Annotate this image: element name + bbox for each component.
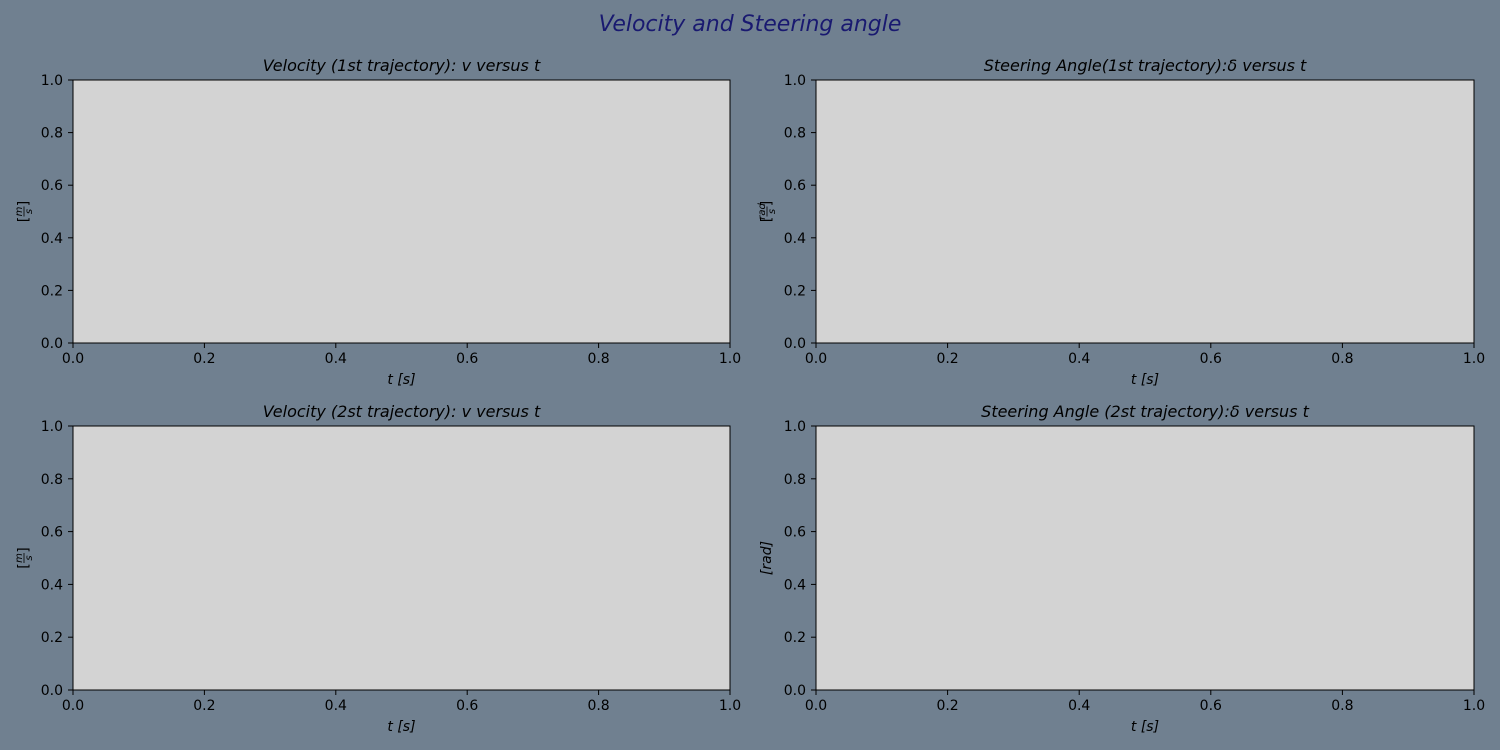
figure-suptitle: Velocity and Steering angle	[598, 12, 902, 37]
y-label-bracket-open: [	[759, 217, 775, 222]
axes-frame	[815, 79, 1475, 344]
x-tick-label: 0.2	[936, 698, 958, 714]
x-tick-label: 0.2	[193, 351, 215, 367]
y-tick-label: 0.0	[784, 683, 806, 699]
y-tick-label: 0.6	[41, 178, 63, 194]
y-tick-label: 1.0	[784, 73, 806, 89]
y-tick-label: 0.4	[41, 231, 63, 247]
y-tick-label: 0.6	[41, 525, 63, 541]
y-tick-label: 0.6	[784, 178, 806, 194]
x-tick-label: 0.8	[1331, 351, 1353, 367]
axes-background	[73, 426, 730, 690]
y-tick-label: 0.6	[784, 525, 806, 541]
axes-background	[816, 426, 1474, 690]
y-label-denominator: s	[24, 209, 35, 214]
axes-frame	[72, 79, 731, 344]
chart-1: 0.0 0.2 0.4 0.6 0.8 1.0 0.0 0.2 0.4 0.6 0.8 1.0 Velo…	[14, 56, 741, 388]
y-tick-label: 0.2	[41, 283, 63, 299]
y-tick-label: 0.2	[784, 283, 806, 299]
chart-title: Velocity (2st trajectory): v versus t	[263, 402, 541, 421]
x-tick-label: 0.6	[456, 351, 478, 367]
y-tick-label: 0.8	[784, 472, 806, 488]
y-label-text: [rad]	[759, 541, 775, 575]
x-tick-label: 0.0	[62, 698, 84, 714]
axes-background	[816, 80, 1474, 343]
chart-4: 0.0 0.2 0.4 0.6 0.8 1.0 0.0 0.2 0.4 0.6 0.8 1.0 Stee…	[759, 402, 1485, 735]
y-label-bracket-open: [	[16, 217, 32, 222]
x-tick-label: 0.0	[62, 351, 84, 367]
x-tick-label: 1.0	[1463, 698, 1485, 714]
axes-frame	[815, 425, 1475, 691]
y-label-denominator: s	[24, 555, 35, 560]
x-tick-label: 0.2	[936, 351, 958, 367]
y-label-denominator: s	[767, 209, 778, 214]
y-tick-label: 1.0	[41, 419, 63, 435]
y-tick-label: 0.0	[784, 336, 806, 352]
x-axis-label: t [s]	[1131, 719, 1159, 735]
y-tick-label: 0.0	[41, 336, 63, 352]
x-axis-label: t [s]	[1131, 372, 1159, 388]
y-axis-label: [rad s]	[757, 201, 778, 222]
y-tick-label: 0.8	[41, 126, 63, 142]
y-tick-label: 0.4	[784, 231, 806, 247]
y-tick-label: 1.0	[784, 419, 806, 435]
chart-title: Steering Angle(1st trajectory):δ versus …	[984, 56, 1307, 75]
x-tick-label: 1.0	[719, 698, 741, 714]
y-axis-label: [m s]	[14, 547, 35, 568]
y-tick-label: 0.2	[41, 630, 63, 646]
x-tick-label: 0.8	[587, 351, 609, 367]
axes-background	[73, 80, 730, 343]
y-label-bracket-open: [	[16, 563, 32, 568]
y-label-numerator: m	[14, 553, 25, 563]
x-tick-label: 0.4	[325, 698, 347, 714]
y-label-bracket-close: ]	[16, 547, 32, 552]
x-axis-label: t [s]	[387, 372, 415, 388]
chart-3: 0.0 0.2 0.4 0.6 0.8 1.0 0.0 0.2 0.4 0.6 0.8 1.0 Velo…	[14, 402, 741, 735]
chart-title: Velocity (1st trajectory): v versus t	[263, 56, 541, 75]
y-tick-label: 0.2	[784, 630, 806, 646]
x-tick-label: 0.0	[805, 698, 827, 714]
y-label-numerator: m	[14, 206, 25, 216]
y-tick-label: 1.0	[41, 73, 63, 89]
x-tick-label: 1.0	[719, 351, 741, 367]
x-tick-label: 0.8	[1331, 698, 1353, 714]
chart-2: 0.0 0.2 0.4 0.6 0.8 1.0 0.0 0.2 0.4 0.6 0.8 1.0 Stee…	[757, 56, 1485, 388]
y-tick-label: 0.0	[41, 683, 63, 699]
x-tick-label: 0.4	[1068, 698, 1090, 714]
x-axis-label: t [s]	[387, 719, 415, 735]
x-tick-label: 0.0	[805, 351, 827, 367]
axes-frame	[72, 425, 731, 691]
y-axis-label: [rad]	[759, 541, 775, 575]
y-tick-label: 0.4	[41, 577, 63, 593]
y-label-bracket-close: ]	[759, 201, 775, 206]
y-axis-label: [m s]	[14, 201, 35, 222]
x-tick-label: 0.6	[1200, 698, 1222, 714]
x-tick-label: 0.2	[193, 698, 215, 714]
x-tick-label: 0.4	[325, 351, 347, 367]
x-tick-label: 0.4	[1068, 351, 1090, 367]
y-tick-label: 0.8	[41, 472, 63, 488]
y-label-numerator: rad	[757, 203, 768, 220]
x-tick-label: 0.6	[1200, 351, 1222, 367]
chart-title: Steering Angle (2st trajectory):δ versus…	[981, 402, 1309, 421]
x-tick-label: 0.8	[587, 698, 609, 714]
y-label-bracket-close: ]	[16, 201, 32, 206]
x-tick-label: 0.6	[456, 698, 478, 714]
x-tick-label: 1.0	[1463, 351, 1485, 367]
y-tick-label: 0.4	[784, 577, 806, 593]
y-tick-label: 0.8	[784, 126, 806, 142]
